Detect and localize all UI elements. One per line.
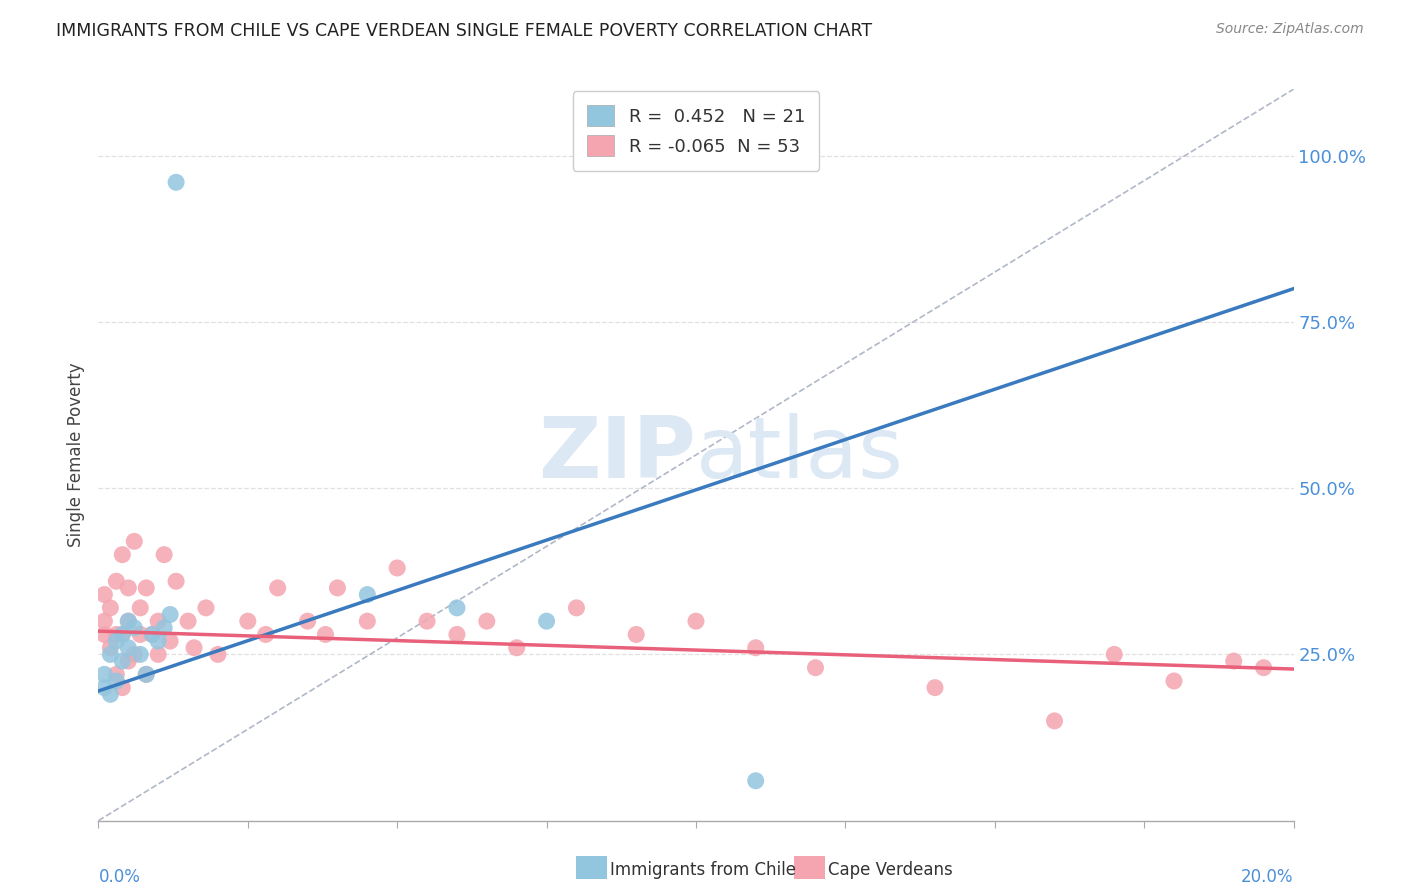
Point <box>183 640 205 655</box>
Point <box>804 661 827 675</box>
Point <box>105 574 128 589</box>
Point <box>297 614 319 628</box>
Text: Cape Verdeans: Cape Verdeans <box>828 861 953 879</box>
Point <box>254 627 277 641</box>
Point <box>105 634 128 648</box>
Point <box>105 667 128 681</box>
Text: 20.0%: 20.0% <box>1241 868 1294 886</box>
Point <box>100 640 122 655</box>
Point <box>685 614 707 628</box>
Point <box>148 648 170 662</box>
Point <box>148 634 170 648</box>
Point <box>117 614 139 628</box>
Point <box>135 667 157 681</box>
Point <box>111 548 134 562</box>
Point <box>111 627 134 641</box>
Point <box>745 773 768 788</box>
Point <box>135 581 157 595</box>
Text: ZIP: ZIP <box>538 413 696 497</box>
Point <box>124 621 146 635</box>
Point <box>93 681 115 695</box>
Point <box>111 654 134 668</box>
Point <box>105 673 128 688</box>
Point <box>924 681 946 695</box>
Point <box>626 627 648 641</box>
Point <box>267 581 290 595</box>
Point <box>117 614 139 628</box>
Point <box>153 621 176 635</box>
Point <box>124 648 146 662</box>
Point <box>100 600 122 615</box>
Point <box>129 600 152 615</box>
Point <box>236 614 259 628</box>
Point <box>1043 714 1066 728</box>
Point <box>446 600 468 615</box>
Legend: R =  0.452   N = 21, R = -0.065  N = 53: R = 0.452 N = 21, R = -0.065 N = 53 <box>572 91 820 170</box>
Point <box>195 600 218 615</box>
Point <box>177 614 200 628</box>
Point <box>117 640 139 655</box>
Point <box>745 640 768 655</box>
Point <box>111 681 134 695</box>
Point <box>315 627 337 641</box>
Point <box>129 648 152 662</box>
Point <box>165 574 187 589</box>
Point <box>159 607 181 622</box>
Point <box>1163 673 1185 688</box>
Point <box>565 600 588 615</box>
Point <box>159 634 181 648</box>
Point <box>117 654 139 668</box>
Point <box>1253 661 1275 675</box>
Point <box>93 588 115 602</box>
Point <box>93 614 115 628</box>
Point <box>148 614 170 628</box>
Text: atlas: atlas <box>696 413 904 497</box>
Point <box>141 627 163 641</box>
Point <box>1104 648 1126 662</box>
Point <box>124 534 146 549</box>
Point <box>385 561 409 575</box>
Point <box>93 627 115 641</box>
Point <box>111 627 134 641</box>
Text: Source: ZipAtlas.com: Source: ZipAtlas.com <box>1216 22 1364 37</box>
Point <box>105 627 128 641</box>
Point <box>207 648 229 662</box>
Text: Immigrants from Chile: Immigrants from Chile <box>610 861 796 879</box>
Point <box>100 687 122 701</box>
Text: 0.0%: 0.0% <box>98 868 141 886</box>
Point <box>326 581 349 595</box>
Point <box>117 581 139 595</box>
Y-axis label: Single Female Poverty: Single Female Poverty <box>66 363 84 547</box>
Point <box>356 588 378 602</box>
Point <box>475 614 498 628</box>
Point <box>100 648 122 662</box>
Point <box>129 627 152 641</box>
Point <box>135 667 157 681</box>
Point <box>93 667 115 681</box>
Point <box>141 627 163 641</box>
Point <box>446 627 468 641</box>
Point <box>536 614 558 628</box>
Point <box>165 175 187 189</box>
Point <box>1223 654 1246 668</box>
Point <box>506 640 529 655</box>
Point <box>416 614 439 628</box>
Text: IMMIGRANTS FROM CHILE VS CAPE VERDEAN SINGLE FEMALE POVERTY CORRELATION CHART: IMMIGRANTS FROM CHILE VS CAPE VERDEAN SI… <box>56 22 872 40</box>
Point <box>356 614 378 628</box>
Point <box>153 548 176 562</box>
